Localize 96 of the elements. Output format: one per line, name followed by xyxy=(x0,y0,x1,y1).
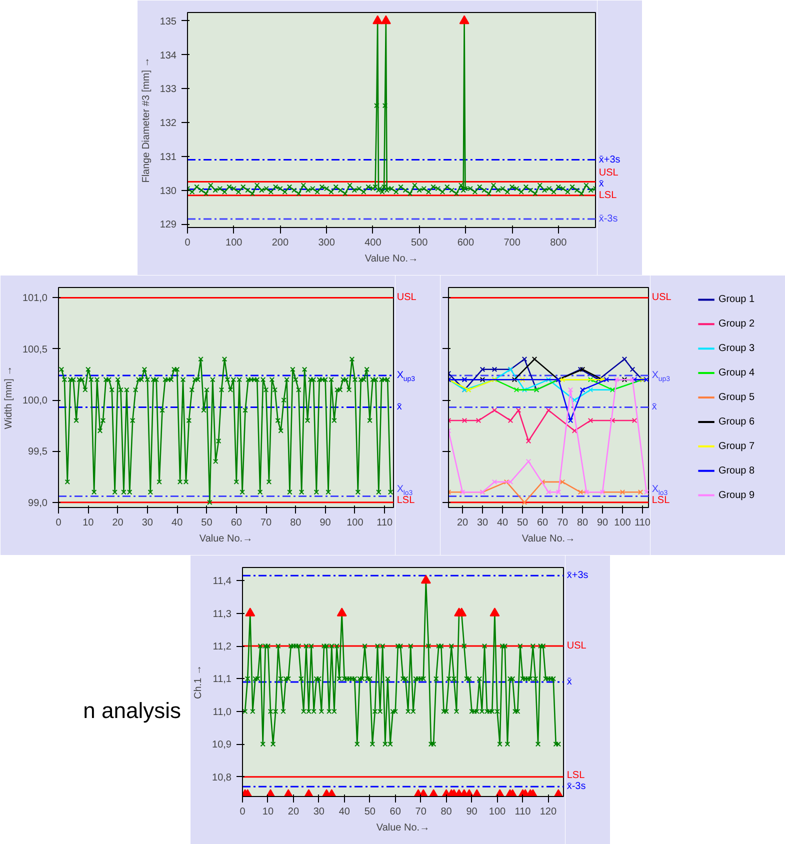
ref-line-label: USL xyxy=(652,292,672,304)
x-tick-label: 0 xyxy=(184,238,191,248)
x-axis-title: Value No.→ xyxy=(376,822,430,834)
legend-label: Group 1 xyxy=(718,294,756,306)
y-tick-label: 133 xyxy=(160,84,177,96)
y-tick-label: 10,8 xyxy=(212,772,232,784)
legend-label: Group 5 xyxy=(718,392,756,403)
y-tick-label: 11,0 xyxy=(212,706,232,718)
ref-line-label: x̄ xyxy=(566,676,572,688)
x-tick-label: 110 xyxy=(376,518,394,528)
x-tick-label: 30 xyxy=(313,806,325,818)
x-tick-label: 120 xyxy=(540,806,557,818)
ref-line-label: LSL xyxy=(396,494,416,506)
x-tick-label: 80 xyxy=(440,806,452,818)
y-tick-label: 100,5 xyxy=(22,344,48,356)
x-tick-label: 60 xyxy=(390,806,402,818)
y-tick-label: 101,0 xyxy=(22,293,48,304)
x-tick-label: 90 xyxy=(466,806,478,818)
x-tick-label: 100 xyxy=(226,238,243,248)
x-tick-label: 90 xyxy=(320,518,332,528)
ref-line-label: x̄ xyxy=(396,402,402,413)
y-tick-label: 11,3 xyxy=(212,608,232,620)
ref-line-label: LSL xyxy=(652,494,670,506)
x-tick-label: 50 xyxy=(516,518,528,528)
y-tick-label: 129 xyxy=(160,220,177,231)
x-tick-label: 80 xyxy=(290,518,302,528)
ref-line-label: USL xyxy=(396,292,417,304)
x-axis-title: Value No.→ xyxy=(199,534,253,544)
y-axis-title: Flange Diameter #3 [mm] → xyxy=(140,57,152,183)
ref-line-label: LSL xyxy=(598,190,618,201)
ref-line-label: LSL xyxy=(566,770,586,782)
y-tick-label: 99,0 xyxy=(28,498,48,509)
x-tick-label: 40 xyxy=(496,518,508,528)
x-tick-label: 100 xyxy=(488,806,506,818)
y-tick-label: 130 xyxy=(160,186,177,197)
x-tick-label: 400 xyxy=(364,238,382,248)
legend-label: Group 8 xyxy=(718,465,756,476)
x-tick-label: 700 xyxy=(504,238,521,248)
y-tick-label: 11,1 xyxy=(212,674,232,686)
x-tick-label: 100 xyxy=(614,518,632,528)
ref-line-label: USL xyxy=(566,640,587,652)
x-tick-label: 30 xyxy=(476,518,488,528)
x-tick-label: 100 xyxy=(346,518,364,528)
legend-label: Group 2 xyxy=(718,318,756,330)
x-tick-label: 0 xyxy=(240,806,246,818)
ref-line-label: x̄-3s xyxy=(598,214,618,225)
x-tick-label: 80 xyxy=(576,518,588,528)
y-tick-label: 135 xyxy=(160,16,177,28)
x-tick-label: 110 xyxy=(514,806,532,818)
legend-label: Group 4 xyxy=(718,368,756,379)
ref-line-label: x̄+3s xyxy=(598,154,620,166)
ref-line-label: USL xyxy=(598,168,619,179)
x-tick-label: 60 xyxy=(536,518,548,528)
x-tick-label: 10 xyxy=(82,518,94,528)
x-tick-label: 110 xyxy=(634,518,651,528)
x-tick-label: 70 xyxy=(415,806,427,818)
y-tick-label: 134 xyxy=(160,50,177,62)
x-tick-label: 300 xyxy=(318,238,336,248)
x-tick-label: 50 xyxy=(364,806,376,818)
x-tick-label: 500 xyxy=(410,238,428,248)
y-tick-label: 131 xyxy=(160,152,177,163)
ref-line-label: x̄ xyxy=(652,402,657,413)
x-tick-label: 50 xyxy=(201,518,213,528)
ref-line-label: x̄+3s xyxy=(566,570,588,582)
x-tick-label: 10 xyxy=(262,806,274,818)
y-tick-label: 11,4 xyxy=(212,576,232,588)
legend-label: Group 6 xyxy=(718,416,756,428)
x-tick-label: 40 xyxy=(338,806,350,818)
y-tick-label: 10,9 xyxy=(212,740,232,751)
ref-line-label: x̄-3s xyxy=(566,781,586,792)
x-tick-label: 40 xyxy=(172,518,184,528)
x-tick-label: 200 xyxy=(272,238,290,248)
legend-label: Group 3 xyxy=(718,343,756,354)
y-tick-label: 99,5 xyxy=(28,446,48,458)
y-tick-label: 100,0 xyxy=(22,396,48,407)
legend-label: Group 9 xyxy=(718,490,756,501)
ref-line-label: x̄ xyxy=(598,178,604,190)
y-tick-label: 11,2 xyxy=(212,642,232,653)
legend-label: Group 7 xyxy=(718,440,756,452)
x-tick-label: 20 xyxy=(456,518,468,528)
x-tick-label: 600 xyxy=(457,238,474,248)
x-tick-label: 90 xyxy=(596,518,608,528)
x-tick-label: 30 xyxy=(142,518,154,528)
x-tick-label: 0 xyxy=(56,518,62,528)
x-tick-label: 800 xyxy=(550,238,568,248)
y-tick-label: 132 xyxy=(160,118,177,130)
x-tick-label: 20 xyxy=(112,518,124,528)
y-axis-title: Ch.1 → xyxy=(193,665,204,699)
x-tick-label: 70 xyxy=(260,518,272,528)
x-tick-label: 20 xyxy=(288,806,300,818)
y-axis-title: Width [mm] → xyxy=(3,366,14,430)
text: n analysis xyxy=(83,697,181,725)
x-axis-title: Value No.→ xyxy=(364,254,418,264)
x-tick-label: 70 xyxy=(556,518,568,528)
x-tick-label: 60 xyxy=(230,518,242,528)
x-axis-title: Value No.→ xyxy=(522,534,576,544)
